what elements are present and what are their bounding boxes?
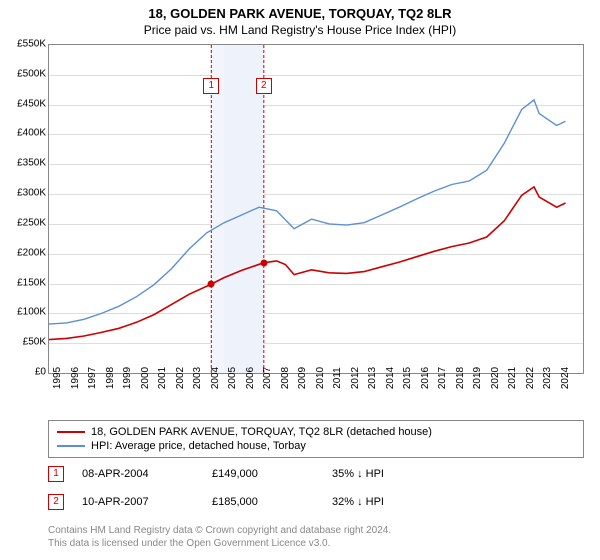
x-tick-label: 2004 (210, 367, 221, 389)
x-tick-label: 2007 (262, 367, 273, 389)
y-tick-label: £200K (2, 247, 46, 258)
transaction-date: 10-APR-2007 (82, 496, 212, 508)
y-tick-label: £300K (2, 188, 46, 199)
x-tick-label: 2016 (420, 367, 431, 389)
series-property (49, 187, 566, 340)
x-tick-label: 1995 (52, 367, 63, 389)
x-tick-label: 2009 (297, 367, 308, 389)
transaction-delta: 32% ↓ HPI (332, 496, 452, 508)
y-tick-label: £50K (2, 337, 46, 348)
y-tick-label: £0 (2, 367, 46, 378)
price-marker-label: 1 (203, 78, 219, 94)
legend-swatch (57, 431, 85, 433)
x-tick-label: 2021 (507, 367, 518, 389)
transaction-marker-2: 2 (48, 494, 64, 510)
price-marker-label: 2 (256, 78, 272, 94)
x-tick-label: 2018 (455, 367, 466, 389)
x-tick-label: 2022 (525, 367, 536, 389)
footer-line-2: This data is licensed under the Open Gov… (48, 537, 584, 550)
x-tick-label: 2015 (402, 367, 413, 389)
x-tick-label: 2013 (367, 367, 378, 389)
x-tick-label: 2014 (385, 367, 396, 389)
price-marker-dot (208, 281, 215, 288)
x-tick-label: 2005 (227, 367, 238, 389)
y-tick-label: £350K (2, 158, 46, 169)
transaction-price: £149,000 (212, 468, 332, 480)
legend-swatch (57, 445, 85, 447)
x-tick-label: 2019 (472, 367, 483, 389)
x-tick-label: 2023 (542, 367, 553, 389)
x-tick-label: 2002 (175, 367, 186, 389)
chart-title: 18, GOLDEN PARK AVENUE, TORQUAY, TQ2 8LR (0, 0, 600, 21)
transaction-row-1: 1 08-APR-2004 £149,000 35% ↓ HPI (48, 466, 584, 482)
chart-plot-area: 12 (48, 44, 584, 374)
x-tick-label: 2024 (560, 367, 571, 389)
footer-attribution: Contains HM Land Registry data © Crown c… (48, 524, 584, 550)
legend-item: 18, GOLDEN PARK AVENUE, TORQUAY, TQ2 8LR… (57, 425, 575, 439)
price-marker-dot (260, 259, 267, 266)
x-tick-label: 1999 (122, 367, 133, 389)
x-tick-label: 2010 (315, 367, 326, 389)
legend: 18, GOLDEN PARK AVENUE, TORQUAY, TQ2 8LR… (48, 420, 584, 458)
legend-label: HPI: Average price, detached house, Torb… (91, 440, 306, 452)
x-tick-label: 2000 (140, 367, 151, 389)
footer-line-1: Contains HM Land Registry data © Crown c… (48, 524, 584, 537)
x-tick-label: 2008 (280, 367, 291, 389)
x-tick-label: 2017 (437, 367, 448, 389)
x-tick-label: 2003 (192, 367, 203, 389)
transaction-date: 08-APR-2004 (82, 468, 212, 480)
y-tick-label: £550K (2, 39, 46, 50)
transaction-row-2: 2 10-APR-2007 £185,000 32% ↓ HPI (48, 494, 584, 510)
x-tick-label: 2001 (157, 367, 168, 389)
y-tick-label: £100K (2, 307, 46, 318)
y-tick-label: £500K (2, 68, 46, 79)
y-tick-label: £400K (2, 128, 46, 139)
transaction-delta: 35% ↓ HPI (332, 468, 452, 480)
y-tick-label: £250K (2, 217, 46, 228)
x-tick-label: 2011 (332, 367, 343, 389)
x-tick-label: 2020 (490, 367, 501, 389)
y-tick-label: £150K (2, 277, 46, 288)
y-tick-label: £450K (2, 98, 46, 109)
chart-subtitle: Price paid vs. HM Land Registry's House … (0, 21, 600, 41)
x-tick-label: 1998 (105, 367, 116, 389)
series-hpi (49, 100, 566, 324)
x-tick-label: 2012 (350, 367, 361, 389)
transaction-marker-1: 1 (48, 466, 64, 482)
x-tick-label: 1996 (70, 367, 81, 389)
x-tick-label: 1997 (87, 367, 98, 389)
legend-label: 18, GOLDEN PARK AVENUE, TORQUAY, TQ2 8LR… (91, 426, 432, 438)
legend-item: HPI: Average price, detached house, Torb… (57, 439, 575, 453)
x-tick-label: 2006 (245, 367, 256, 389)
transaction-price: £185,000 (212, 496, 332, 508)
